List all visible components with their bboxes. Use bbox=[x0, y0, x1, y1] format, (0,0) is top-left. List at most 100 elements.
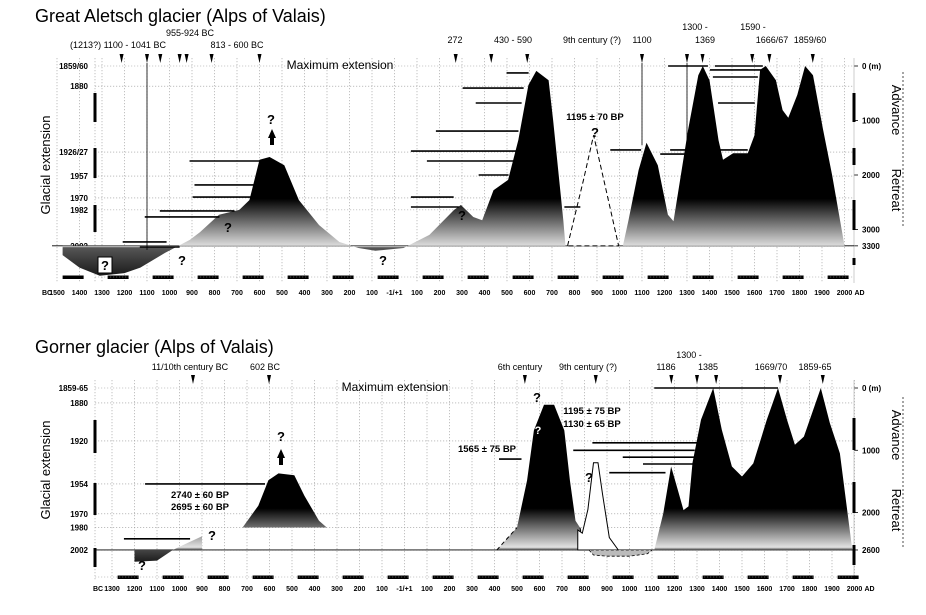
date-marker-arrow bbox=[209, 54, 214, 63]
x-tick-label: BC bbox=[42, 290, 52, 297]
left-axis-bar bbox=[93, 548, 97, 567]
x-tick-label: 900 bbox=[196, 586, 208, 593]
right-axis-bar bbox=[852, 482, 856, 513]
x-tick-label: 1900 bbox=[814, 290, 830, 297]
left-tick-label: 1982 bbox=[70, 206, 88, 215]
x-tick-label: 300 bbox=[456, 290, 468, 297]
maximum-extension-label: Maximum extension bbox=[342, 380, 449, 394]
x-tick-label: 1200 bbox=[657, 290, 673, 297]
x-tick-label: 400 bbox=[309, 586, 321, 593]
x-tick-label: 1700 bbox=[769, 290, 785, 297]
date-marker-arrow bbox=[750, 54, 755, 63]
date-marker-arrow bbox=[700, 54, 705, 63]
left-tick-label: 1880 bbox=[70, 399, 88, 408]
marker-label: 1666/67 bbox=[756, 35, 789, 45]
right-axis-bar bbox=[852, 148, 856, 165]
left-tick-label: 1954 bbox=[70, 480, 88, 489]
left-tick-label: 1859/60 bbox=[59, 62, 88, 71]
x-axis-bar bbox=[197, 275, 219, 279]
right-tick-label: 1000 bbox=[862, 117, 880, 126]
x-tick-label: 700 bbox=[231, 290, 243, 297]
date-marker-arrow bbox=[820, 375, 825, 384]
right-axis-label: Advance bbox=[889, 410, 904, 461]
x-tick-label: 1900 bbox=[824, 586, 840, 593]
uncertainty-box bbox=[97, 256, 113, 274]
date-marker-arrow bbox=[184, 54, 189, 63]
x-axis-bar bbox=[827, 275, 849, 279]
x-tick-label: 1100 bbox=[149, 586, 164, 593]
x-axis-bar bbox=[287, 275, 309, 279]
x-tick-label: 1200 bbox=[127, 586, 143, 593]
marker-label: 11/10th century BC bbox=[152, 362, 229, 372]
x-tick-label: 1000 bbox=[622, 586, 638, 593]
x-tick-label: 1600 bbox=[757, 586, 773, 593]
x-tick-label: 900 bbox=[591, 290, 603, 297]
x-tick-label: 1700 bbox=[779, 586, 795, 593]
x-tick-label: 600 bbox=[254, 290, 266, 297]
x-tick-label: 600 bbox=[264, 586, 276, 593]
x-tick-label: 1300 bbox=[679, 290, 695, 297]
left-tick-label: 1859-65 bbox=[59, 384, 89, 393]
left-axis-bar bbox=[93, 420, 97, 453]
right-tick-label: 3000 bbox=[862, 226, 880, 235]
x-tick-label: 800 bbox=[569, 290, 581, 297]
marker-label: 1859/60 bbox=[794, 35, 827, 45]
uncertain-advance-curve bbox=[577, 462, 620, 552]
x-axis-bar bbox=[377, 275, 399, 279]
marker-label: 6th century bbox=[498, 362, 543, 372]
x-tick-label: 600 bbox=[534, 586, 546, 593]
date-marker-arrow bbox=[145, 54, 149, 63]
date-marker-arrow bbox=[695, 375, 699, 384]
date-marker-arrow bbox=[191, 375, 195, 384]
left-tick-label: 1880 bbox=[70, 82, 88, 91]
chart-title: Great Aletsch glacier (Alps of Valais) bbox=[35, 6, 326, 26]
marker-label: 1100 bbox=[632, 35, 651, 45]
marker-label: 1369 bbox=[695, 35, 715, 45]
radiocarbon-label: 1195 ± 75 BP bbox=[563, 406, 621, 417]
left-tick-label: 1980 bbox=[70, 524, 88, 533]
gorner-panel: Gorner glacier (Alps of Valais) 1859-65 18… bbox=[35, 337, 904, 593]
x-tick-label: 1200 bbox=[667, 586, 683, 593]
date-marker-arrow bbox=[267, 375, 272, 384]
x-tick-label: 1200 bbox=[117, 290, 133, 297]
x-axis-bar bbox=[692, 275, 714, 279]
marker-label: 1385 bbox=[698, 362, 718, 372]
x-tick-label: 300 bbox=[331, 586, 343, 593]
x-tick-label: 800 bbox=[579, 586, 591, 593]
marker-label: 1669/70 bbox=[755, 362, 788, 372]
left-tick-label: 1920 bbox=[70, 437, 88, 446]
marker-label: 430 - 590 bbox=[494, 35, 532, 45]
x-axis-bar bbox=[557, 275, 579, 279]
x-tick-label: -1/+1 bbox=[396, 586, 412, 593]
marker-label: 9th century (?) bbox=[563, 35, 621, 45]
right-tick-label: 2600 bbox=[862, 546, 880, 555]
question-mark: ? bbox=[458, 208, 466, 223]
question-mark: ? bbox=[138, 558, 146, 573]
right-tick-label: 2000 bbox=[862, 509, 880, 518]
x-axis-bar bbox=[512, 275, 534, 279]
x-axis-bar bbox=[152, 275, 174, 279]
x-tick-label: 1100 bbox=[139, 290, 154, 297]
right-tick-label: 3300 bbox=[862, 242, 880, 251]
x-tick-label: 200 bbox=[444, 586, 456, 593]
aletsch-panel: Great Aletsch glacier (Alps of Valais) 18… bbox=[35, 6, 904, 297]
date-marker-arrow bbox=[669, 375, 674, 384]
uncertain-edge-dashed bbox=[496, 527, 518, 551]
right-axis-label: Retreat bbox=[889, 169, 904, 212]
x-tick-label: 400 bbox=[299, 290, 311, 297]
right-tick-label: 2000 bbox=[862, 171, 880, 180]
x-axis-bar bbox=[782, 275, 804, 279]
question-mark: ? bbox=[208, 528, 216, 543]
x-tick-label: 400 bbox=[489, 586, 501, 593]
glacier-profile-segment bbox=[654, 388, 853, 550]
x-axis-bar bbox=[62, 275, 84, 279]
left-tick-label: 2002 bbox=[70, 546, 88, 555]
x-tick-label: 100 bbox=[376, 586, 388, 593]
date-marker-arrow bbox=[640, 54, 644, 63]
x-tick-label: 900 bbox=[601, 586, 613, 593]
maximum-extension-label: Maximum extension bbox=[287, 58, 394, 72]
x-tick-label: 1600 bbox=[747, 290, 763, 297]
marker-label: 813 - 600 BC bbox=[210, 40, 264, 50]
date-marker-arrow bbox=[685, 54, 689, 63]
